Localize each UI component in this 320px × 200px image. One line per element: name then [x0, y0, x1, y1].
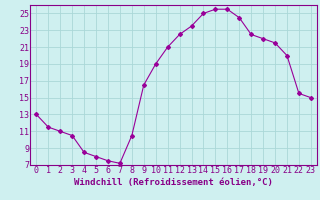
X-axis label: Windchill (Refroidissement éolien,°C): Windchill (Refroidissement éolien,°C): [74, 178, 273, 187]
